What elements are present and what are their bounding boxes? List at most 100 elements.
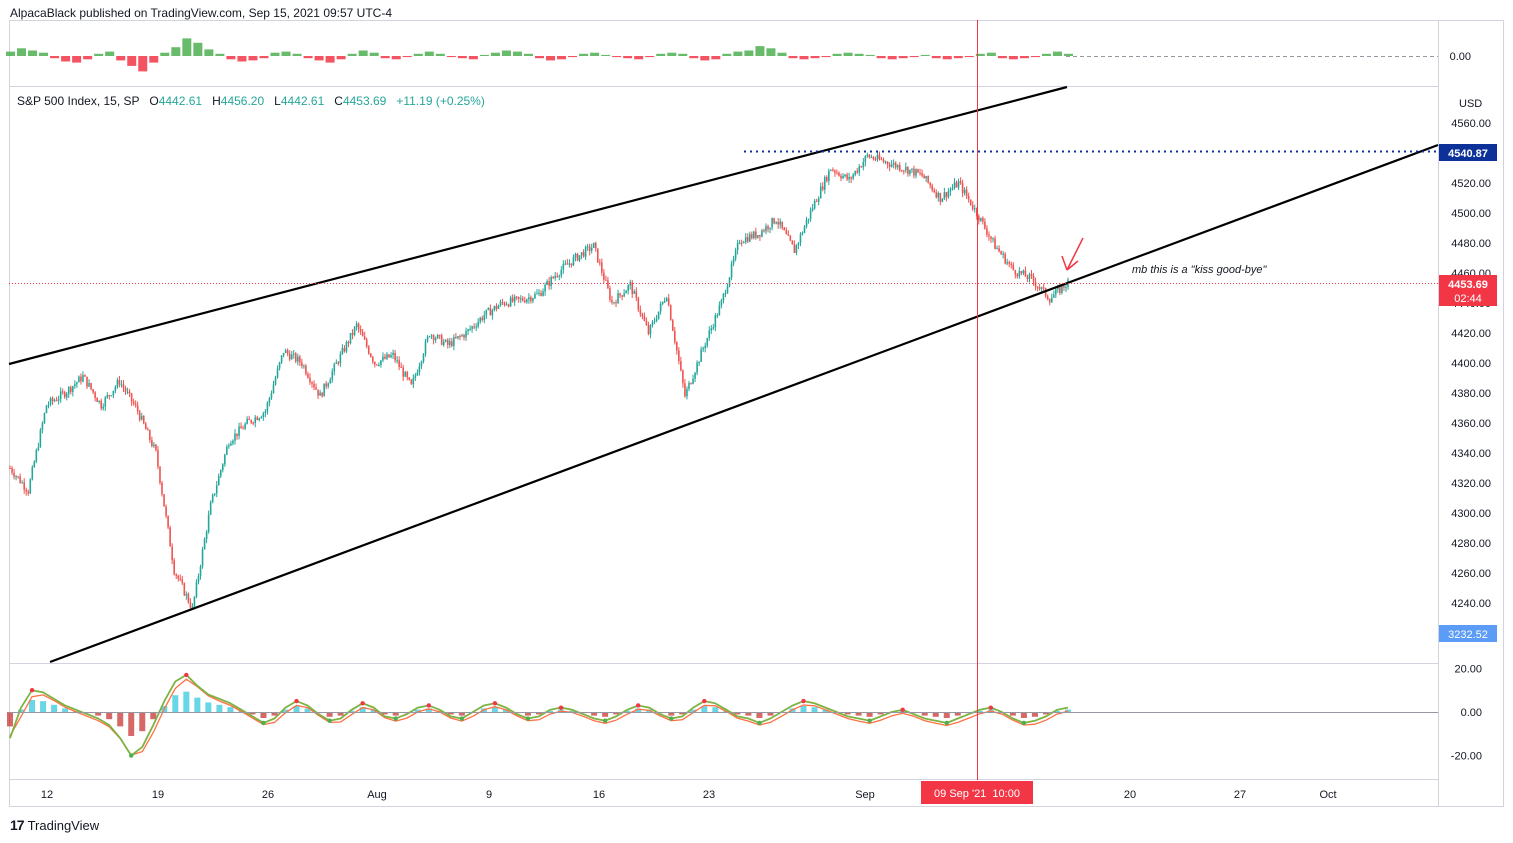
upper-channel-line[interactable] bbox=[8, 85, 1068, 366]
price-axis[interactable]: 4560.004540.004520.004500.004480.004460.… bbox=[1450, 51, 1491, 763]
time-axis-tick: Oct bbox=[1319, 789, 1336, 801]
candle-body bbox=[617, 293, 619, 304]
oscillator-bar bbox=[7, 712, 13, 727]
candle-body bbox=[61, 391, 64, 393]
histogram-bar bbox=[204, 49, 214, 56]
histogram-bar bbox=[777, 52, 787, 56]
histogram-bar bbox=[72, 56, 82, 63]
candle-body bbox=[372, 356, 374, 362]
candle-body bbox=[319, 392, 321, 396]
candle-body bbox=[35, 450, 38, 462]
candle-body bbox=[440, 335, 443, 345]
candle-body bbox=[578, 255, 581, 261]
candle-body bbox=[191, 606, 194, 608]
candle-body bbox=[663, 301, 666, 303]
oscillator-bar bbox=[491, 707, 498, 712]
oscillator-bar bbox=[1065, 709, 1071, 712]
candle-body bbox=[1061, 285, 1063, 293]
candle-body bbox=[315, 387, 317, 390]
candle-body bbox=[586, 246, 589, 248]
candle-body bbox=[807, 218, 810, 220]
candle-body bbox=[51, 398, 54, 402]
candle-body bbox=[580, 252, 583, 256]
candle-body bbox=[789, 235, 792, 241]
candle-body bbox=[613, 302, 615, 304]
price-axis-tick: 4380.00 bbox=[1451, 388, 1491, 400]
candle-body bbox=[708, 330, 711, 339]
candle-body bbox=[706, 338, 709, 346]
oscillator-dot bbox=[944, 720, 949, 726]
candle-body bbox=[819, 186, 822, 199]
candle-body bbox=[740, 242, 743, 244]
candle-body bbox=[49, 398, 52, 405]
footer-brand[interactable]: TradingView bbox=[27, 817, 100, 833]
candle-body bbox=[507, 304, 510, 307]
candle-body bbox=[1046, 296, 1049, 300]
candle-body bbox=[321, 392, 323, 397]
candle-body bbox=[104, 397, 107, 407]
candle-body bbox=[775, 222, 777, 224]
close-value: 4453.69 bbox=[342, 94, 387, 108]
candle-body bbox=[572, 257, 575, 266]
oscillator-bar bbox=[536, 712, 542, 715]
candle-body bbox=[534, 293, 536, 299]
lower-channel-line[interactable] bbox=[49, 143, 1439, 664]
oscillator-bar bbox=[569, 710, 576, 712]
candle-body bbox=[582, 252, 585, 257]
histogram-bar bbox=[479, 54, 489, 56]
candle-body bbox=[1008, 262, 1011, 264]
candle-body bbox=[653, 321, 656, 323]
histogram-bar bbox=[634, 56, 644, 60]
candle-body bbox=[1010, 263, 1013, 265]
candle-body bbox=[428, 336, 431, 338]
annotation-arrow[interactable] bbox=[1061, 237, 1084, 271]
time-axis[interactable]: 12 19 26 Aug 9 16 23 Sep 20 27 Oct bbox=[41, 789, 1337, 801]
candle-body bbox=[266, 402, 269, 412]
candle-body bbox=[759, 235, 761, 237]
candle-body bbox=[286, 350, 289, 354]
candle-body bbox=[538, 292, 540, 294]
oscillator-dot bbox=[669, 716, 674, 721]
annotation-text[interactable]: mb this is a "kiss good-bye" bbox=[1132, 264, 1267, 276]
symbol-label[interactable]: S&P 500 Index, 15, SP bbox=[17, 94, 140, 108]
candle-body bbox=[698, 361, 700, 363]
candle-body bbox=[635, 291, 638, 298]
candle-body bbox=[990, 236, 992, 239]
histogram-bar bbox=[61, 56, 71, 62]
candle-body bbox=[552, 277, 554, 279]
oscillator-bar bbox=[811, 707, 818, 712]
oscillator-dot bbox=[29, 688, 35, 693]
candle-body bbox=[540, 292, 542, 296]
candle-body bbox=[339, 353, 342, 364]
histogram-bar bbox=[876, 56, 886, 59]
oscillator-bar bbox=[117, 712, 124, 727]
oscillator-bar bbox=[260, 712, 267, 718]
candle-body bbox=[929, 182, 931, 186]
candle-body bbox=[862, 162, 865, 168]
candle-body bbox=[840, 175, 842, 179]
candle-body bbox=[821, 186, 824, 190]
candle-body bbox=[777, 222, 779, 225]
candle-body bbox=[432, 335, 435, 341]
candle-body bbox=[856, 170, 859, 173]
candle-body bbox=[880, 159, 883, 161]
oscillator-dot bbox=[327, 718, 332, 723]
candle-body bbox=[870, 157, 873, 159]
candle-body bbox=[712, 327, 715, 329]
candle-body bbox=[623, 293, 625, 297]
candle-body bbox=[394, 352, 396, 361]
candle-body bbox=[937, 192, 940, 198]
oscillator-bar bbox=[745, 712, 752, 716]
oscillator-bar bbox=[216, 704, 223, 712]
low-marker-tag bbox=[1439, 625, 1497, 642]
close-label: C bbox=[334, 94, 343, 108]
oscillator-bar bbox=[976, 710, 983, 712]
candle-body bbox=[467, 329, 469, 332]
oscillator-dot bbox=[261, 720, 266, 726]
oscillator-bar bbox=[1020, 712, 1027, 718]
candle-body bbox=[933, 190, 936, 193]
oscillator-bar bbox=[624, 710, 631, 712]
candle-body bbox=[280, 355, 283, 363]
candle-body bbox=[132, 401, 135, 404]
